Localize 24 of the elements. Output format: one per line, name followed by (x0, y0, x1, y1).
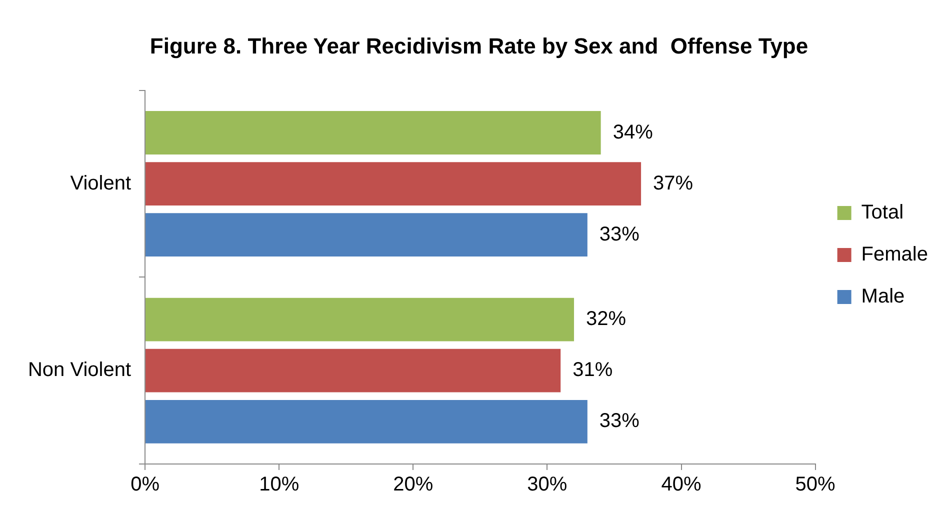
x-tick-label: 40% (661, 474, 702, 496)
chart-title: Figure 8. Three Year Recidivism Rate by Sex and Offense Type (150, 33, 808, 58)
data-label: 31% (572, 359, 613, 382)
bar (146, 348, 561, 392)
legend-label: Female (861, 244, 928, 266)
x-tick-label: 20% (393, 474, 434, 496)
y-tick-label: Violent (70, 172, 132, 194)
y-tick-label: Non Violent (28, 359, 132, 382)
x-tick-label: 10% (259, 474, 300, 496)
x-tick-label: 0% (130, 474, 160, 496)
bar (146, 111, 601, 154)
x-tick-label: 30% (527, 474, 568, 496)
legend-label: Total (861, 202, 904, 224)
data-label: 32% (586, 308, 626, 330)
bar (146, 400, 588, 444)
data-label: 34% (612, 121, 654, 144)
data-label: 37% (653, 172, 694, 194)
x-tick-label: 50% (795, 474, 836, 496)
data-label: 33% (599, 410, 640, 432)
bar (146, 298, 574, 342)
bar (146, 162, 642, 206)
legend-label: Male (861, 286, 905, 308)
bar (146, 213, 588, 257)
data-label: 33% (599, 223, 640, 246)
